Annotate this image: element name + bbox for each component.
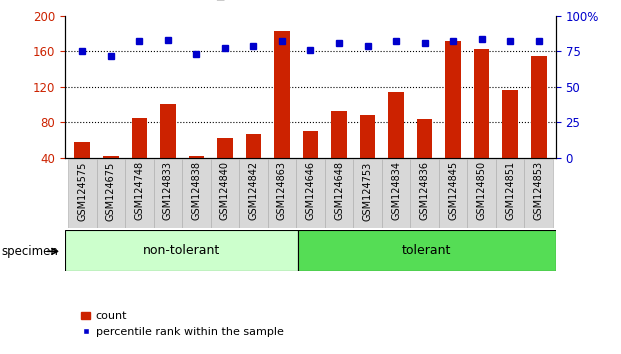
Bar xyxy=(132,118,147,193)
Bar xyxy=(246,133,261,193)
Text: GSM124753: GSM124753 xyxy=(363,161,373,221)
Bar xyxy=(239,159,268,228)
Bar xyxy=(189,156,204,193)
Text: GSM124853: GSM124853 xyxy=(533,161,543,221)
Bar xyxy=(103,156,119,193)
Text: GSM124675: GSM124675 xyxy=(106,161,116,221)
Bar xyxy=(331,110,347,193)
Text: GSM124648: GSM124648 xyxy=(334,161,344,221)
Bar xyxy=(296,159,325,228)
Bar xyxy=(297,230,556,271)
Text: GSM124836: GSM124836 xyxy=(420,161,430,221)
Bar xyxy=(531,56,546,193)
Bar xyxy=(75,142,90,193)
Bar xyxy=(502,90,518,193)
Legend: count, percentile rank within the sample: count, percentile rank within the sample xyxy=(77,307,288,341)
Text: GSM124838: GSM124838 xyxy=(191,161,201,221)
Bar xyxy=(160,104,176,193)
Text: GSM124850: GSM124850 xyxy=(477,161,487,221)
Text: tolerant: tolerant xyxy=(402,244,451,257)
Bar xyxy=(496,159,524,228)
Bar xyxy=(65,230,297,271)
Text: non-tolerant: non-tolerant xyxy=(143,244,220,257)
Text: GSM124851: GSM124851 xyxy=(505,161,515,221)
Text: GSM124833: GSM124833 xyxy=(163,161,173,221)
Text: GSM124840: GSM124840 xyxy=(220,161,230,221)
Bar xyxy=(439,159,468,228)
Bar xyxy=(217,138,233,193)
Bar xyxy=(388,92,404,193)
Bar xyxy=(353,159,382,228)
Text: GSM124748: GSM124748 xyxy=(134,161,144,221)
Text: GSM124842: GSM124842 xyxy=(248,161,258,221)
Bar xyxy=(410,159,439,228)
Bar xyxy=(125,159,153,228)
Bar xyxy=(182,159,211,228)
Text: specimen: specimen xyxy=(2,245,59,258)
Text: GSM124575: GSM124575 xyxy=(78,161,88,221)
Bar xyxy=(211,159,239,228)
Text: GSM124845: GSM124845 xyxy=(448,161,458,221)
Bar xyxy=(97,159,125,228)
Text: GSM124834: GSM124834 xyxy=(391,161,401,221)
Bar xyxy=(325,159,353,228)
Bar xyxy=(360,115,375,193)
Bar xyxy=(302,131,319,193)
Bar xyxy=(468,159,496,228)
Bar xyxy=(417,119,432,193)
Bar xyxy=(153,159,182,228)
Bar xyxy=(524,159,553,228)
Bar xyxy=(445,41,461,193)
Bar xyxy=(382,159,410,228)
Text: GSM124863: GSM124863 xyxy=(277,161,287,221)
Bar xyxy=(474,48,489,193)
Text: GSM124646: GSM124646 xyxy=(306,161,315,221)
Bar xyxy=(268,159,296,228)
Bar xyxy=(274,31,290,193)
Bar xyxy=(68,159,97,228)
